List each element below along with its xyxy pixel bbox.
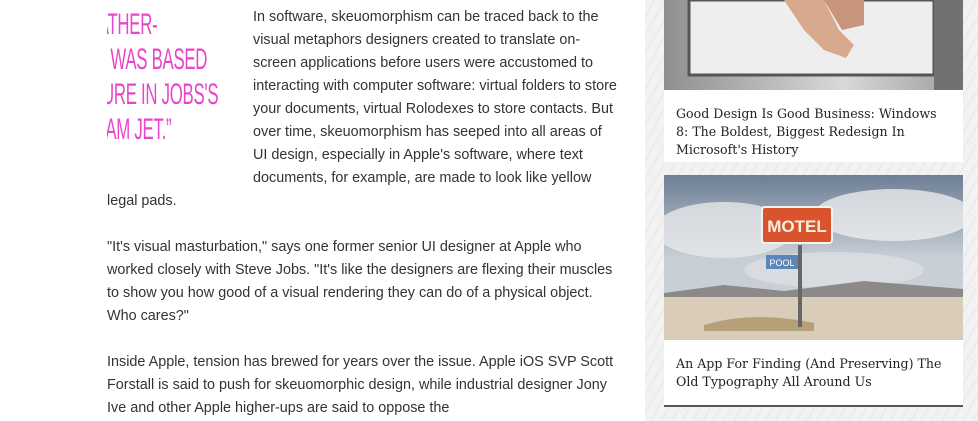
story-image bbox=[664, 0, 963, 90]
story-card[interactable]: MOTEL POOL An App For Finding (And Prese… bbox=[654, 175, 974, 407]
paragraph: "It's visual masturbation," says one for… bbox=[107, 239, 613, 324]
story-title[interactable]: Good Design Is Good Business: Windows 8:… bbox=[676, 106, 937, 157]
story-card[interactable]: Good Design Is Good Business: Windows 8:… bbox=[664, 0, 963, 162]
quote-line: “ICAL'S LEATHER- bbox=[107, 8, 158, 41]
quote-line: STITCHING WAS BASED bbox=[107, 43, 208, 76]
sidebar: Good Design Is Good Business: Windows 8:… bbox=[645, 0, 978, 421]
article: “ICAL'S LEATHER- STITCHING WAS BASED ON … bbox=[107, 6, 619, 421]
story-image: MOTEL POOL bbox=[654, 175, 974, 340]
quote-line: GULFSTREAM JET.” bbox=[107, 113, 172, 146]
story-title[interactable]: An App For Finding (And Preserving) The … bbox=[676, 356, 942, 389]
quote-line: ON A TEXTURE IN JOBS'S bbox=[107, 78, 219, 111]
paragraph: Inside Apple, tension has brewed for yea… bbox=[107, 354, 614, 416]
sign-text: POOL bbox=[769, 258, 794, 268]
sign-text: MOTEL bbox=[767, 217, 827, 236]
paragraph: In software, skeuomorphism can be traced… bbox=[107, 9, 617, 209]
pull-quote: “ICAL'S LEATHER- STITCHING WAS BASED ON … bbox=[107, 6, 225, 172]
